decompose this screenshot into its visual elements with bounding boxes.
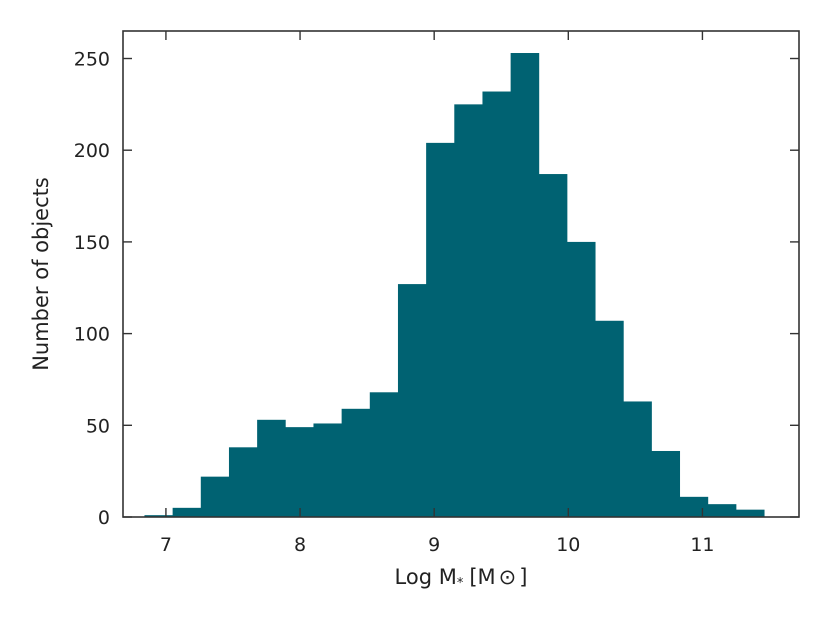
histogram-bar-8 (369, 392, 399, 517)
x-axis-title: Log M* [M ⊙] (395, 565, 528, 591)
y-tick-label: 150 (74, 232, 110, 254)
histogram-bar-1 (172, 507, 202, 517)
bars-group (144, 53, 765, 518)
plot-frame (122, 30, 800, 518)
histogram-bar-21 (735, 509, 765, 517)
y-axis-ticks: 0 50 100 150 200 250 (74, 49, 799, 529)
histogram-bar-18 (651, 450, 681, 517)
x-tick-label: 8 (294, 534, 306, 556)
histogram-bar-13 (510, 53, 540, 517)
histogram-bar-7 (341, 408, 371, 517)
histogram-bar-17 (623, 401, 652, 517)
histogram-bar-3 (228, 447, 258, 517)
x-tick-label: 10 (556, 534, 580, 556)
y-tick-label: 250 (74, 49, 110, 71)
x-axis-ticks: 7 8 9 10 11 (160, 31, 715, 556)
histogram-bar-14 (538, 174, 568, 518)
histogram-bar-15 (566, 241, 596, 517)
x-tick-label: 11 (690, 534, 714, 556)
y-tick-label: 200 (74, 140, 110, 162)
histogram-bar-16 (595, 320, 624, 517)
y-tick-label: 0 (98, 507, 110, 529)
histogram-bar-20 (707, 504, 737, 517)
histogram-bar-5 (285, 427, 314, 517)
histogram-bar-10 (426, 142, 455, 517)
y-tick-label: 50 (86, 415, 110, 437)
x-tick-label: 7 (160, 534, 172, 556)
histogram-bar-2 (200, 476, 230, 517)
x-tick-label: 9 (428, 534, 440, 556)
histogram-bar-11 (454, 104, 483, 518)
histogram-bar-9 (397, 284, 427, 517)
histogram-bar-19 (679, 496, 709, 517)
histogram-bar-6 (313, 423, 343, 517)
histogram-bar-4 (257, 419, 286, 517)
y-axis-title: Number of objects (29, 177, 53, 371)
y-tick-label: 100 (74, 324, 110, 346)
histogram-bar-0 (144, 515, 174, 517)
histogram-bar-12 (482, 91, 512, 518)
